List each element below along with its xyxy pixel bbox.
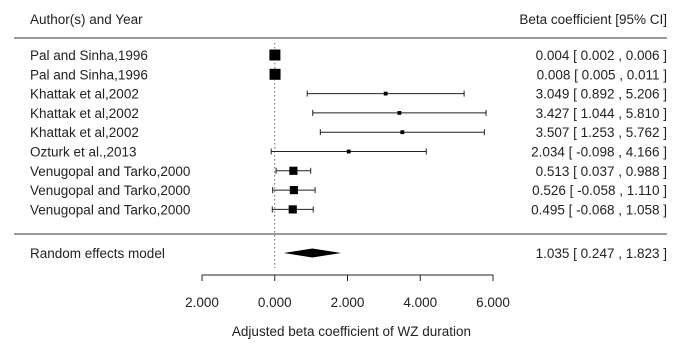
study-label: Pal and Sinha,1996 xyxy=(30,48,148,63)
study-label: Khattak et al,2002 xyxy=(30,125,139,140)
point-estimate xyxy=(270,69,281,80)
header-right: Beta coefficient [95% CI] xyxy=(519,12,667,27)
study-row: Khattak et al,2002 3.507 [ 1.253 , 5.762 … xyxy=(30,125,667,140)
study-row: Venugopal and Tarko,2000 0.526 [ -0.058 ,… xyxy=(30,183,667,198)
summary-diamond xyxy=(284,249,341,258)
study-ci-text: 0.004 [ 0.002 , 0.006 ] xyxy=(536,48,667,63)
x-tick-label: 2.000 xyxy=(185,295,219,310)
point-estimate xyxy=(384,92,388,96)
study-label: Khattak et al,2002 xyxy=(30,106,139,121)
study-rows: Pal and Sinha,1996 0.004 [ 0.002 , 0.006 … xyxy=(30,48,667,217)
point-estimate xyxy=(398,111,402,115)
point-estimate xyxy=(290,186,298,194)
summary-label: Random effects model xyxy=(30,246,165,261)
x-axis: 2.000 0.000 2.000 4.000 6.000 xyxy=(185,275,510,310)
point-estimate xyxy=(269,50,280,61)
header-left: Author(s) and Year xyxy=(30,12,143,27)
study-row: Khattak et al,2002 3.049 [ 0.892 , 5.206 … xyxy=(30,87,667,102)
x-tick-label: 4.000 xyxy=(403,295,437,310)
point-estimate xyxy=(347,150,351,154)
study-label: Ozturk et al.,2013 xyxy=(30,145,137,160)
point-estimate xyxy=(289,205,297,213)
study-row: Venugopal and Tarko,2000 0.495 [ -0.068 ,… xyxy=(30,202,667,217)
study-label: Venugopal and Tarko,2000 xyxy=(30,183,190,198)
study-label: Khattak et al,2002 xyxy=(30,87,139,102)
x-tick-label: 0.000 xyxy=(258,295,292,310)
point-estimate xyxy=(289,167,297,175)
study-row: Khattak et al,2002 3.427 [ 1.044 , 5.810 … xyxy=(30,106,667,121)
study-ci-text: 0.495 [ -0.068 , 1.058 ] xyxy=(531,202,667,217)
study-ci-text: 3.427 [ 1.044 , 5.810 ] xyxy=(536,106,667,121)
study-row: Ozturk et al.,2013 2.034 [ -0.098 , 4.166… xyxy=(30,145,667,160)
x-tick-label: 6.000 xyxy=(476,295,510,310)
study-label: Venugopal and Tarko,2000 xyxy=(30,164,190,179)
study-label: Venugopal and Tarko,2000 xyxy=(30,202,190,217)
point-estimate xyxy=(400,130,404,134)
study-row: Venugopal and Tarko,2000 0.513 [ 0.037 , … xyxy=(30,164,667,179)
study-row: Pal and Sinha,1996 0.008 [ 0.005 , 0.011 … xyxy=(30,67,667,82)
study-row: Pal and Sinha,1996 0.004 [ 0.002 , 0.006 … xyxy=(30,48,667,63)
study-ci-text: 0.008 [ 0.005 , 0.011 ] xyxy=(537,67,667,82)
study-label: Pal and Sinha,1996 xyxy=(30,67,148,82)
study-ci-text: 0.526 [ -0.058 , 1.110 ] xyxy=(532,183,667,198)
summary-ci-text: 1.035 [ 0.247 , 1.823 ] xyxy=(536,246,667,261)
study-ci-text: 0.513 [ 0.037 , 0.988 ] xyxy=(536,164,667,179)
study-ci-text: 3.507 [ 1.253 , 5.762 ] xyxy=(536,125,667,140)
study-ci-text: 2.034 [ -0.098 , 4.166 ] xyxy=(531,145,667,160)
x-tick-label: 2.000 xyxy=(331,295,365,310)
x-axis-label: Adjusted beta coefficient of WZ duration xyxy=(232,324,471,339)
study-ci-text: 3.049 [ 0.892 , 5.206 ] xyxy=(536,87,667,102)
